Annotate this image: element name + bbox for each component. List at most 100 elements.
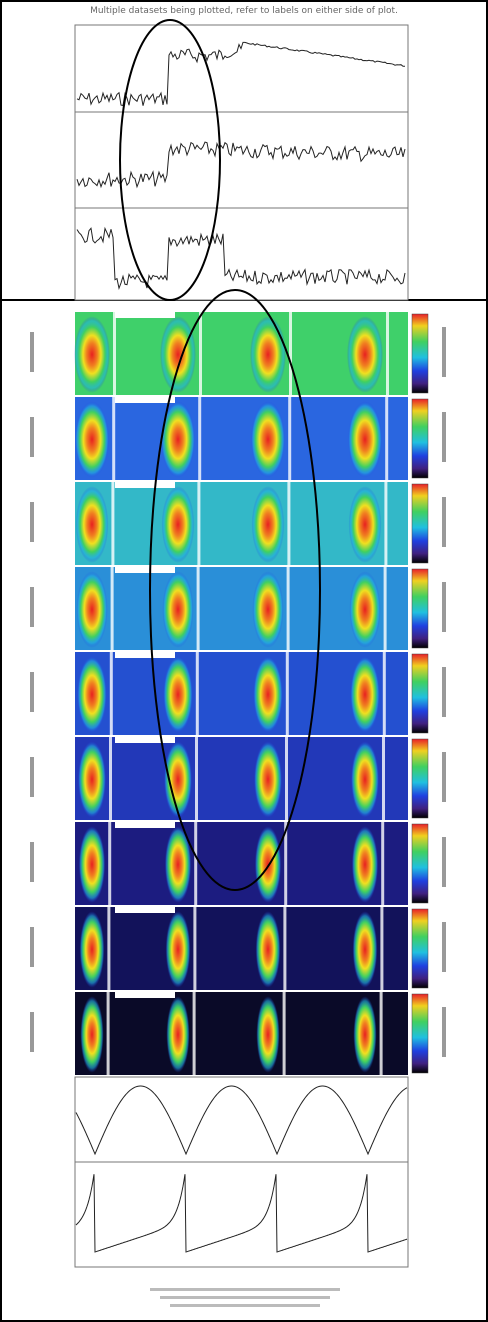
gap <box>195 652 199 735</box>
panel <box>74 111 409 209</box>
gap <box>192 992 196 1075</box>
gap <box>199 312 202 395</box>
notch <box>115 312 175 318</box>
gap <box>381 822 385 905</box>
hotspot <box>254 741 282 818</box>
hotspot <box>166 996 190 1073</box>
gap <box>111 482 115 565</box>
axis-label <box>30 417 34 457</box>
gap <box>285 652 289 735</box>
axis-label <box>442 752 446 802</box>
gap <box>383 567 387 650</box>
hotspot <box>78 826 106 903</box>
notch <box>115 737 175 743</box>
notch <box>115 482 175 488</box>
hotspot <box>164 826 192 903</box>
notch <box>115 992 175 998</box>
hotspot <box>351 741 379 818</box>
hotspot <box>74 316 110 393</box>
hotspot <box>161 486 195 563</box>
footer-line <box>170 1304 320 1307</box>
gap <box>108 822 112 905</box>
gap <box>194 822 198 905</box>
spectrogram <box>75 907 408 990</box>
colorbar <box>411 908 429 989</box>
colorbar <box>411 823 429 904</box>
gap <box>382 652 386 735</box>
trace <box>76 41 406 107</box>
gap <box>379 992 383 1075</box>
gap <box>107 907 111 990</box>
gap <box>109 652 113 735</box>
footer-line <box>150 1288 340 1291</box>
gap <box>196 567 200 650</box>
axis-label <box>442 327 446 377</box>
spectrogram <box>75 992 408 1075</box>
title: Multiple datasets being plotted, refer t… <box>90 6 398 16</box>
colorbar <box>411 653 429 734</box>
gap <box>198 397 202 480</box>
hotspot <box>251 486 285 563</box>
hotspot <box>349 571 381 648</box>
axis-label <box>30 672 34 712</box>
axis-label <box>30 502 34 542</box>
notch <box>115 397 175 403</box>
gap <box>106 992 110 1075</box>
hotspot <box>162 571 194 648</box>
hotspot <box>351 826 379 903</box>
axis-label <box>442 412 446 462</box>
hotspot <box>252 571 284 648</box>
colorbar <box>411 483 429 564</box>
notch <box>115 907 175 913</box>
axis-label <box>30 1012 34 1052</box>
gap <box>197 482 201 565</box>
gap <box>385 397 389 480</box>
hotspot <box>250 316 286 393</box>
colorbar <box>411 568 429 649</box>
gap <box>386 312 389 395</box>
footer-line <box>160 1296 330 1299</box>
trace <box>76 141 406 189</box>
colorbar <box>411 313 429 394</box>
hotspot <box>250 401 286 478</box>
notch <box>115 652 175 658</box>
colorbar <box>411 993 429 1074</box>
hotspot <box>352 911 378 988</box>
gap <box>284 822 288 905</box>
axis-label <box>442 837 446 887</box>
hotspot <box>348 486 382 563</box>
hotspot <box>165 911 191 988</box>
hotspot <box>164 741 192 818</box>
hotspot <box>255 911 281 988</box>
colorbar <box>411 738 429 819</box>
trace <box>75 1085 408 1156</box>
notch <box>115 822 175 828</box>
axis-label <box>442 1007 446 1057</box>
hotspot <box>347 401 383 478</box>
gap <box>382 737 385 820</box>
axis-label <box>30 757 34 797</box>
panel <box>74 207 409 301</box>
axis-label <box>442 922 446 972</box>
trace <box>76 226 406 290</box>
hotspot <box>76 571 108 648</box>
gap <box>282 992 286 1075</box>
axis-label <box>442 667 446 717</box>
gap <box>384 482 388 565</box>
hotspot <box>77 656 107 733</box>
gap <box>110 567 114 650</box>
axis-label <box>442 497 446 547</box>
gap <box>113 312 116 395</box>
gap <box>283 907 287 990</box>
ellipse-bottom <box>149 289 321 891</box>
gap <box>112 397 116 480</box>
axis-label <box>30 927 34 967</box>
hotspot <box>160 316 196 393</box>
axis-label <box>442 582 446 632</box>
hotspot <box>78 741 106 818</box>
hotspot <box>75 486 109 563</box>
hotspot <box>163 656 193 733</box>
panel <box>74 1161 409 1268</box>
